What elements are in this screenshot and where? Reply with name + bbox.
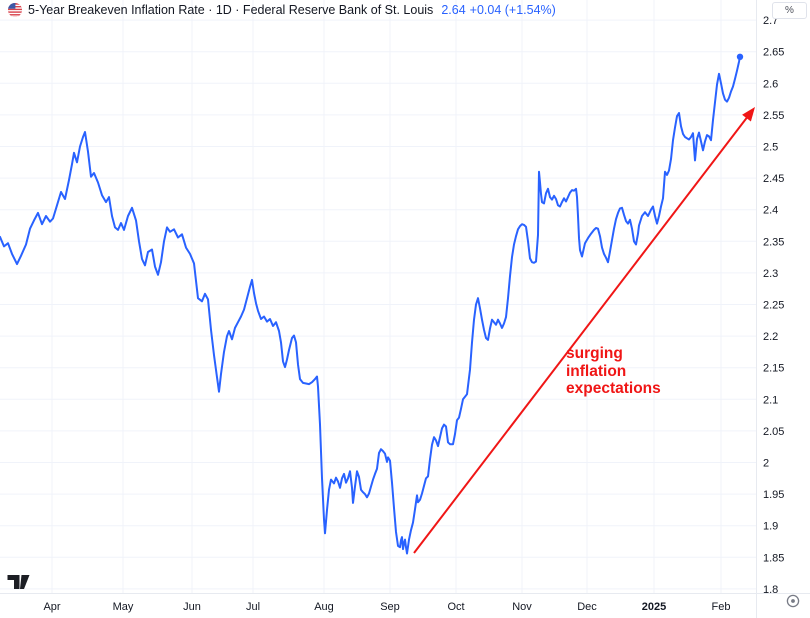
y-axis-tick-label: 1.9	[763, 521, 778, 533]
axis-settings-icon[interactable]	[785, 593, 801, 614]
y-axis-tick-label: 2.45	[763, 173, 784, 185]
us-flag-icon	[8, 3, 22, 17]
last-price-dot	[736, 53, 744, 60]
y-axis-tick-label: 2.05	[763, 426, 784, 438]
x-axis-tick-label: 2025	[642, 601, 666, 613]
y-axis-tick-label: 1.85	[763, 552, 784, 564]
y-axis-tick-label: 2.35	[763, 236, 784, 248]
y-axis-tick-label: 2	[763, 458, 769, 470]
trend-arrow-line[interactable]	[413, 111, 752, 554]
annotation-line: surging	[566, 345, 623, 362]
y-axis-tick-label: 2.25	[763, 300, 784, 312]
x-axis-tick-label: Feb	[712, 601, 731, 613]
annotation-line: expectations	[566, 380, 661, 397]
y-axis-tick-label: 2.6	[763, 78, 778, 90]
price-line-series[interactable]	[0, 55, 741, 555]
x-axis-tick-label: Oct	[447, 601, 464, 613]
x-axis-tick-label: Dec	[577, 601, 597, 613]
x-axis-tick-label: Apr	[43, 601, 60, 613]
price-axis-unit-toggle[interactable]: %	[772, 2, 807, 19]
y-axis-tick-label: 1.8	[763, 584, 778, 596]
last-price: 2.64	[441, 3, 466, 17]
y-axis-tick-label: 1.95	[763, 489, 784, 501]
annotation-line: inflation	[566, 362, 627, 380]
y-axis-tick-label: 2.3	[763, 268, 778, 280]
y-axis-tick-label: 2.55	[763, 110, 784, 122]
trend-arrow-head[interactable]	[742, 107, 755, 122]
y-axis-tick-label: 2.5	[763, 142, 778, 154]
annotation-text[interactable]: surging inflation expectations	[566, 345, 661, 398]
y-axis-tick-label: 2.2	[763, 331, 778, 343]
tradingview-logo[interactable]	[7, 575, 30, 594]
x-axis-tick-label: Jun	[183, 601, 201, 613]
price-values: 2.64 +0.04 (+1.54%)	[441, 3, 560, 17]
x-axis-tick-label: Nov	[512, 601, 532, 613]
x-axis-tick-label: May	[113, 601, 134, 613]
x-axis-tick-label: Jul	[246, 601, 260, 613]
y-axis-tick-label: 2.4	[763, 205, 778, 217]
price-change: +0.04 (+1.54%)	[469, 3, 556, 17]
x-axis-tick-label: Sep	[380, 601, 400, 613]
chart-legend: 5-Year Breakeven Inflation Rate · 1D · F…	[8, 3, 560, 17]
symbol-title[interactable]: 5-Year Breakeven Inflation Rate · 1D · F…	[28, 3, 434, 17]
y-axis-tick-label: 2.1	[763, 394, 778, 406]
y-axis-tick-label: 2.15	[763, 363, 784, 375]
x-axis-tick-label: Aug	[314, 601, 334, 613]
y-axis-tick-label: 2.65	[763, 47, 784, 59]
